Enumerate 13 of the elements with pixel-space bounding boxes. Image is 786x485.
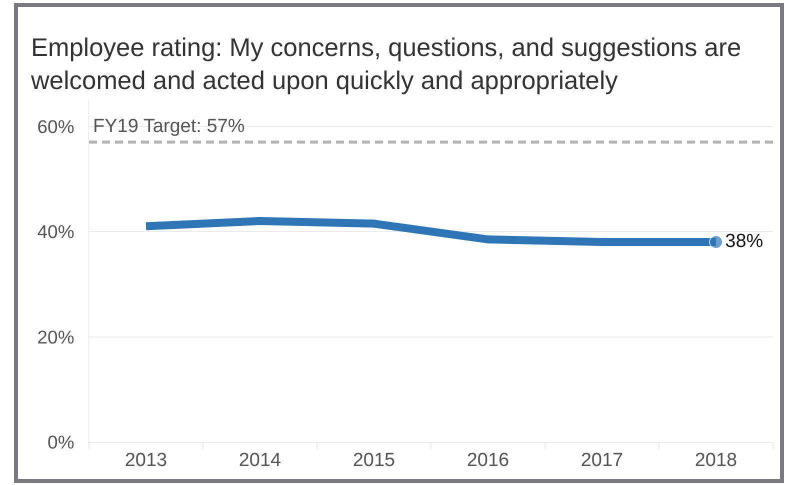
y-tick-label: 0% [48,431,74,452]
chart-title: Employee rating: My concerns, questions, and suggestions are welcomed and acted upon quickly and appropriately [30,34,742,95]
y-tick-label: 60% [37,116,74,137]
data-label: 38% [725,230,764,252]
y-tick-label: 20% [37,326,74,348]
x-tick-label: 2017 [580,450,624,471]
x-tick-label: 2013 [124,450,168,471]
x-tick-label: 2015 [352,450,396,471]
x-tick-label: 2018 [694,450,738,471]
ref-line-label: FY19 Target: 57% [93,116,245,137]
x-tick-label: 2014 [238,450,282,471]
x-tick-label: 2016 [466,450,510,471]
y-tick-label: 40% [37,221,74,242]
